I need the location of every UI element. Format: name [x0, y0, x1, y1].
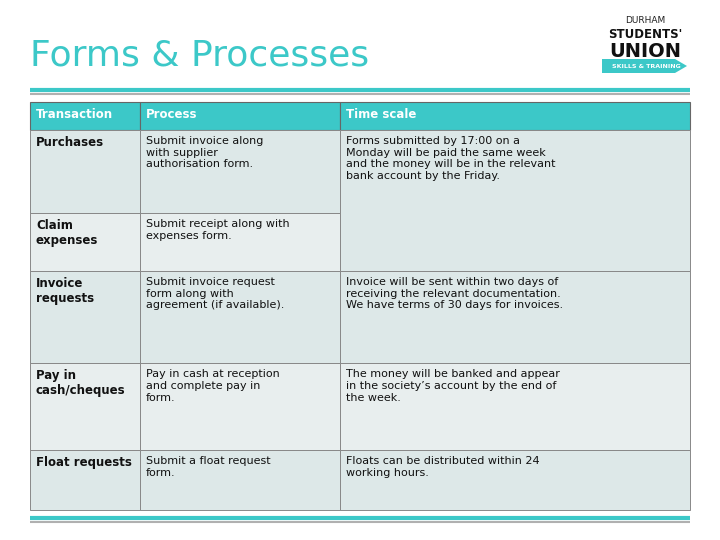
Bar [30, 363, 140, 450]
Text: Submit receipt along with
expenses form.: Submit receipt along with expenses form. [146, 219, 289, 241]
Text: Forms & Processes: Forms & Processes [30, 38, 369, 72]
Text: Invoice will be sent within two days of
receiving the relevant documentation.
We: Invoice will be sent within two days of … [346, 277, 563, 310]
Text: UNION: UNION [609, 42, 681, 61]
Text: Claim
expenses: Claim expenses [36, 219, 99, 247]
Bar [340, 450, 690, 510]
Text: Submit invoice along
with supplier
authorisation form.: Submit invoice along with supplier autho… [146, 136, 264, 169]
Text: Forms submitted by 17:00 on a
Monday will be paid the same week
and the money wi: Forms submitted by 17:00 on a Monday wil… [346, 136, 556, 181]
Bar [30, 271, 140, 363]
Bar [30, 213, 140, 271]
Text: Submit invoice request
form along with
agreement (if available).: Submit invoice request form along with a… [146, 277, 284, 310]
Text: DURHAM: DURHAM [625, 16, 665, 25]
Text: SKILLS & TRAINING: SKILLS & TRAINING [611, 64, 680, 69]
Text: Float requests: Float requests [36, 456, 132, 469]
Bar [140, 130, 340, 213]
Text: Pay in
cash/cheques: Pay in cash/cheques [36, 369, 125, 397]
Text: Transaction: Transaction [36, 108, 113, 121]
Bar [30, 130, 140, 213]
Bar [340, 271, 690, 363]
Bar [30, 102, 140, 130]
Text: Invoice
requests: Invoice requests [36, 277, 94, 305]
Bar [140, 363, 340, 450]
Text: Purchases: Purchases [36, 136, 104, 149]
Bar [340, 102, 690, 130]
Bar [140, 450, 340, 510]
Text: Process: Process [146, 108, 197, 121]
Text: The money will be banked and appear
in the society’s account by the end of
the w: The money will be banked and appear in t… [346, 369, 560, 402]
Text: Submit a float request
form.: Submit a float request form. [146, 456, 271, 477]
Text: Time scale: Time scale [346, 108, 416, 121]
Text: Floats can be distributed within 24
working hours.: Floats can be distributed within 24 work… [346, 456, 539, 477]
Bar [30, 450, 140, 510]
Bar [340, 363, 690, 450]
FancyArrow shape [602, 59, 687, 73]
Bar [140, 102, 340, 130]
Text: Pay in cash at reception
and complete pay in
form.: Pay in cash at reception and complete pa… [146, 369, 280, 402]
Bar [340, 130, 690, 271]
Bar [140, 271, 340, 363]
Text: STUDENTS': STUDENTS' [608, 28, 682, 41]
Bar [140, 213, 340, 271]
